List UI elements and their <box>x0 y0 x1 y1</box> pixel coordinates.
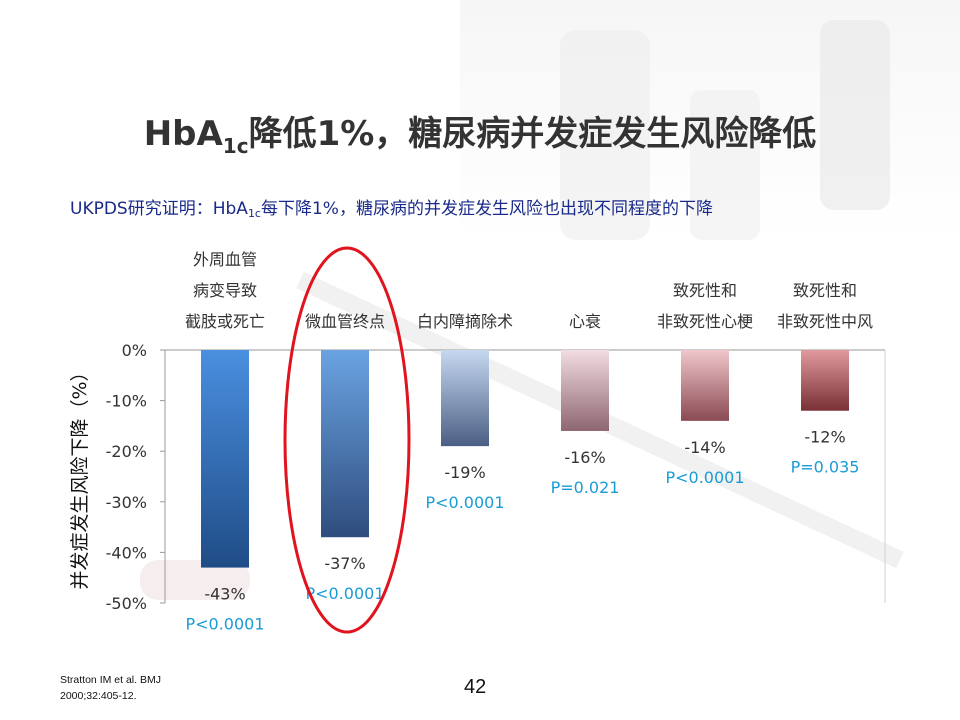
bar <box>801 350 849 411</box>
y-axis-label: 并发症发生风险下降（%） <box>69 362 91 589</box>
slide-subtitle: UKPDS研究证明：HbA1c每下降1%，糖尿病的并发症发生风险也出现不同程度的… <box>70 199 713 220</box>
slide-title: HbA1c降低1%，糖尿病并发症发生风险降低 <box>143 114 817 158</box>
p-value-label: P=0.035 <box>791 458 860 477</box>
p-value-label: P=0.021 <box>551 478 620 497</box>
bar-value-label: -37% <box>324 554 365 573</box>
bar <box>441 350 489 447</box>
y-tick-label: -40% <box>106 543 147 562</box>
bar-value-label: -12% <box>804 428 845 447</box>
p-value-label: P<0.0001 <box>425 493 504 512</box>
reference-citation: Stratton IM et al. BMJ 2000;32:405-12. <box>60 672 161 704</box>
reference-line-2: 2000;32:405-12. <box>60 690 137 702</box>
bar-value-label: -19% <box>444 463 485 482</box>
y-tick-label: -20% <box>106 442 147 461</box>
category-label: 非致死性心梗 <box>657 312 753 331</box>
category-label: 心衰 <box>569 312 601 331</box>
bar-value-label: -16% <box>564 448 605 467</box>
p-value-label: P<0.0001 <box>185 615 264 634</box>
y-tick-label: -10% <box>106 392 147 411</box>
y-tick-label: -30% <box>106 493 147 512</box>
category-label: 非致死性中风 <box>777 312 873 331</box>
bar <box>321 350 369 538</box>
bar-value-label: -14% <box>684 438 725 457</box>
category-label: 外周血管 <box>193 250 257 269</box>
bar <box>201 350 249 568</box>
y-tick-label: -50% <box>106 594 147 613</box>
category-label: 致死性和 <box>793 281 857 300</box>
highlight-ellipse <box>283 246 411 634</box>
p-value-label: P<0.0001 <box>305 584 384 603</box>
bar <box>561 350 609 431</box>
category-label: 致死性和 <box>673 281 737 300</box>
y-tick-label: 0% <box>122 341 147 360</box>
p-value-label: P<0.0001 <box>665 468 744 487</box>
page-number: 42 <box>464 676 487 698</box>
bar <box>681 350 729 421</box>
category-label: 病变导致 <box>193 281 257 300</box>
bar-value-label: -43% <box>204 585 245 604</box>
category-label: 微血管终点 <box>305 312 385 331</box>
reference-line-1: Stratton IM et al. BMJ <box>60 674 161 686</box>
category-label: 白内障摘除术 <box>417 312 513 331</box>
category-label: 截肢或死亡 <box>185 312 265 331</box>
